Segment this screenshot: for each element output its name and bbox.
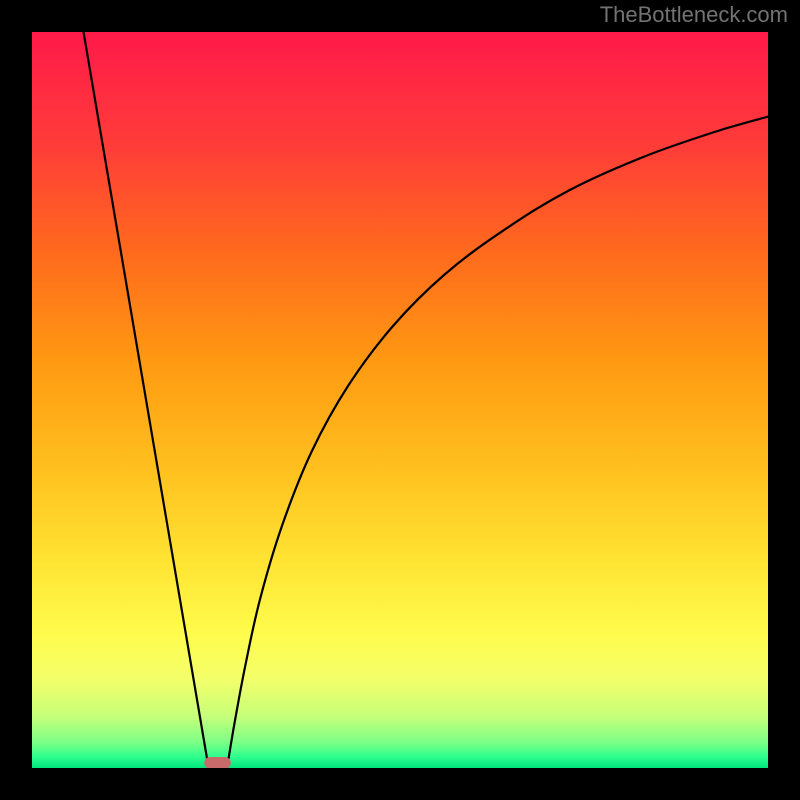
bottleneck-chart [0, 0, 800, 800]
gradient-background [32, 32, 768, 768]
valley-marker [204, 757, 230, 769]
watermark-text: TheBottleneck.com [600, 2, 788, 28]
